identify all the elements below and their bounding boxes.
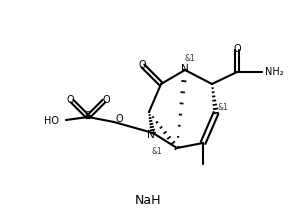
Text: O: O: [66, 95, 74, 105]
Text: N: N: [181, 64, 189, 74]
Text: NH₂: NH₂: [265, 67, 284, 77]
Text: &1: &1: [185, 53, 195, 62]
Text: N: N: [147, 130, 155, 140]
Text: O: O: [115, 114, 123, 124]
Text: O: O: [233, 44, 241, 54]
Text: S: S: [85, 111, 91, 121]
Text: HO: HO: [44, 116, 59, 126]
Text: O: O: [102, 95, 110, 105]
Text: &1: &1: [218, 103, 229, 112]
Text: &1: &1: [152, 147, 163, 156]
Text: NaH: NaH: [135, 194, 161, 207]
Text: O: O: [138, 60, 146, 70]
